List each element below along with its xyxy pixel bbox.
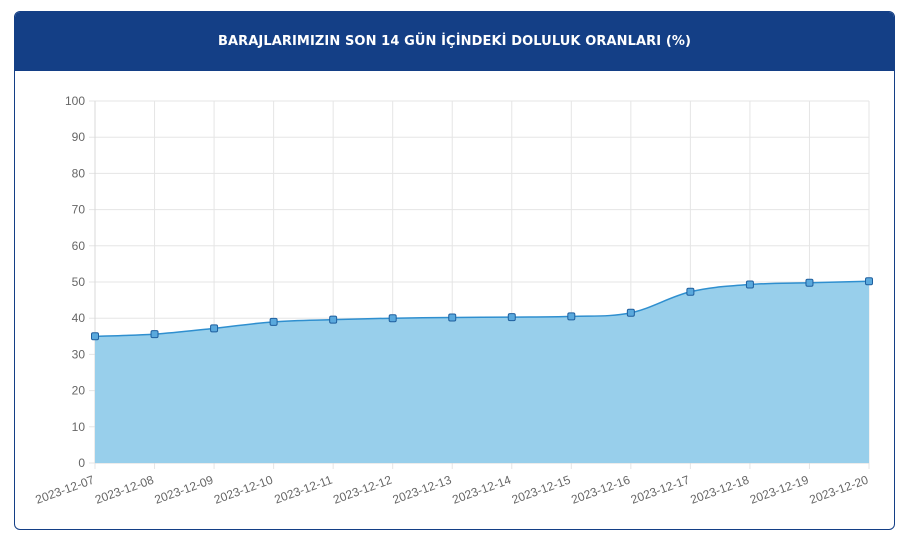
- x-tick-label: 2023-12-17: [629, 473, 692, 507]
- y-tick-label: 80: [72, 166, 86, 180]
- x-tick-label: 2023-12-10: [212, 473, 275, 507]
- data-point: [567, 312, 576, 321]
- y-tick-label: 70: [72, 203, 86, 217]
- x-tick-label: 2023-12-20: [808, 473, 871, 507]
- x-tick-label: 2023-12-13: [391, 473, 454, 507]
- y-tick-label: 100: [65, 94, 85, 108]
- x-tick-label: 2023-12-15: [510, 473, 573, 507]
- y-tick-label: 20: [72, 384, 86, 398]
- y-tick-label: 30: [72, 347, 86, 361]
- data-point: [805, 278, 814, 287]
- x-tick-label: 2023-12-08: [93, 473, 156, 507]
- series-line: [94, 280, 870, 338]
- data-point: [91, 332, 99, 341]
- y-tick-label: 60: [72, 239, 86, 253]
- x-tick-label: 2023-12-11: [273, 473, 335, 507]
- data-point: [865, 277, 873, 286]
- y-tick-label: 40: [72, 311, 86, 325]
- data-point: [388, 314, 397, 323]
- x-tick-label: 2023-12-16: [569, 473, 632, 507]
- data-point: [507, 313, 516, 322]
- data-point: [329, 315, 338, 324]
- data-point: [686, 287, 695, 296]
- card-header: BARAJLARIMIZIN SON 14 GÜN İÇİNDEKİ DOLUL…: [15, 12, 894, 71]
- data-point: [269, 317, 278, 326]
- x-tick-label: 2023-12-12: [331, 473, 394, 507]
- x-tick-label: 2023-12-09: [153, 473, 216, 507]
- y-tick-label: 0: [78, 456, 85, 470]
- x-tick-label: 2023-12-14: [450, 473, 513, 507]
- y-tick-label: 50: [72, 275, 86, 289]
- y-tick-label: 10: [72, 420, 86, 434]
- y-tick-label: 90: [72, 130, 86, 144]
- data-point: [150, 330, 159, 339]
- series-area: [95, 281, 869, 463]
- chart-title: BARAJLARIMIZIN SON 14 GÜN İÇİNDEKİ DOLUL…: [217, 34, 692, 49]
- x-tick-label: 2023-12-19: [748, 473, 811, 507]
- x-tick-label: 2023-12-18: [688, 473, 751, 507]
- x-tick-label: 2023-12-07: [34, 473, 97, 507]
- data-point: [210, 324, 219, 333]
- data-point: [626, 308, 635, 317]
- data-point: [448, 313, 457, 322]
- data-point: [745, 280, 754, 289]
